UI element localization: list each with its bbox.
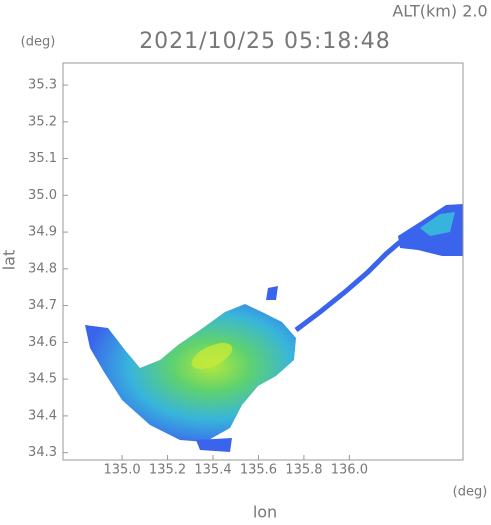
plot-frame [62, 62, 464, 461]
altitude-label: ALT(km) 2.0 [392, 2, 487, 21]
y-axis-label: lat [0, 250, 19, 271]
x-tick-label: 135.4 [194, 463, 231, 478]
y-tick-label: 34.9 [28, 225, 57, 240]
x-tick-label: 135.8 [285, 463, 322, 478]
y-tick-label: 34.5 [28, 372, 57, 387]
y-tick-label: 35.3 [28, 78, 57, 93]
y-tick-label: 35.2 [28, 114, 57, 129]
y-tick-label: 34.7 [28, 298, 57, 313]
y-tick-label: 35.0 [28, 188, 57, 203]
x-tick-label: 135.0 [103, 463, 140, 478]
x-tick-label: 135.6 [240, 463, 277, 478]
x-tick-label: 135.2 [149, 463, 186, 478]
x-unit: (deg) [453, 485, 488, 500]
y-tick-label: 34.3 [28, 445, 57, 460]
chart-title: 2021/10/25 05:18:48 [139, 29, 391, 54]
x-tick-label: 136.0 [331, 463, 368, 478]
y-tick-label: 34.6 [28, 335, 57, 350]
radar-echo [85, 204, 463, 452]
y-tick-label: 34.8 [28, 261, 57, 276]
x-axis-label: lon [253, 503, 277, 522]
y-tick-label: 35.1 [28, 151, 57, 166]
y-tick-label: 34.4 [28, 408, 57, 423]
y-unit: (deg) [21, 35, 56, 50]
